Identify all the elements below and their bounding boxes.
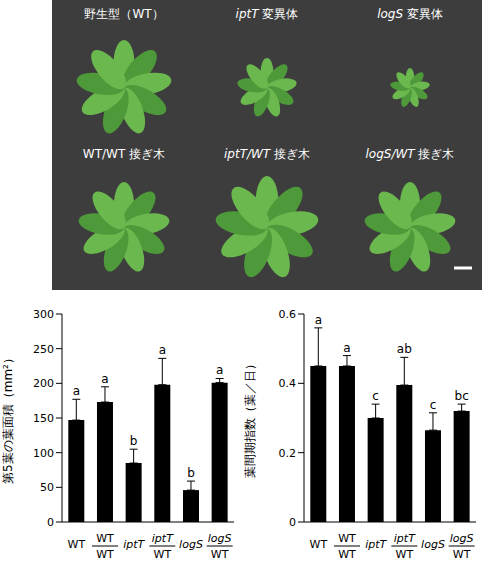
svg-text:logS 変異体: logS 変異体: [377, 7, 443, 21]
svg-text:logS/WT 接ぎ木: logS/WT 接ぎ木: [366, 147, 455, 161]
svg-text:a: a: [73, 384, 80, 398]
svg-text:logS: logS: [450, 532, 474, 545]
svg-text:WT: WT: [96, 548, 114, 561]
svg-text:WT: WT: [338, 532, 356, 545]
svg-text:WT: WT: [96, 532, 114, 545]
svg-text:iptT: iptT: [152, 532, 174, 545]
svg-text:150: 150: [33, 412, 54, 425]
svg-text:50: 50: [40, 481, 54, 494]
svg-text:b: b: [187, 466, 195, 480]
svg-text:iptT: iptT: [365, 538, 387, 551]
svg-text:b: b: [130, 434, 138, 448]
svg-text:c: c: [372, 389, 379, 403]
svg-text:野生型（WT）: 野生型（WT）: [84, 7, 163, 21]
svg-text:0.4: 0.4: [279, 377, 297, 390]
svg-text:0.6: 0.6: [279, 308, 297, 321]
svg-text:a: a: [216, 363, 223, 377]
svg-text:bc: bc: [455, 389, 469, 403]
svg-text:WT: WT: [68, 538, 86, 551]
svg-text:c: c: [430, 398, 437, 412]
svg-text:0.2: 0.2: [279, 447, 297, 460]
svg-text:a: a: [343, 341, 350, 355]
svg-text:0: 0: [289, 516, 296, 529]
svg-text:葉間期指数（葉／日）: 葉間期指数（葉／日）: [244, 358, 257, 478]
svg-text:WT: WT: [453, 548, 471, 561]
svg-text:logS: logS: [208, 532, 232, 545]
svg-text:a: a: [315, 313, 322, 327]
svg-text:100: 100: [33, 447, 54, 460]
svg-text:0: 0: [47, 516, 54, 529]
svg-text:WT: WT: [396, 548, 414, 561]
svg-text:a: a: [101, 372, 108, 386]
svg-text:200: 200: [33, 377, 54, 390]
svg-text:WT/WT 接ぎ木: WT/WT 接ぎ木: [83, 147, 165, 161]
svg-text:WT: WT: [310, 538, 328, 551]
svg-text:250: 250: [33, 343, 54, 356]
svg-text:ab: ab: [397, 342, 412, 356]
svg-text:WT: WT: [211, 548, 229, 561]
svg-text:iptT: iptT: [394, 532, 416, 545]
svg-text:300: 300: [33, 308, 54, 321]
svg-text:第5葉の葉面積（mm²）: 第5葉の葉面積（mm²）: [2, 352, 15, 484]
svg-text:logS: logS: [421, 538, 445, 551]
svg-text:iptT 変異体: iptT 変異体: [236, 7, 299, 21]
svg-text:WT: WT: [338, 548, 356, 561]
svg-text:logS: logS: [179, 538, 203, 551]
svg-text:WT: WT: [154, 548, 172, 561]
svg-text:a: a: [159, 343, 166, 357]
svg-text:iptT: iptT: [123, 538, 145, 551]
svg-text:iptT/WT 接ぎ木: iptT/WT 接ぎ木: [224, 147, 310, 161]
